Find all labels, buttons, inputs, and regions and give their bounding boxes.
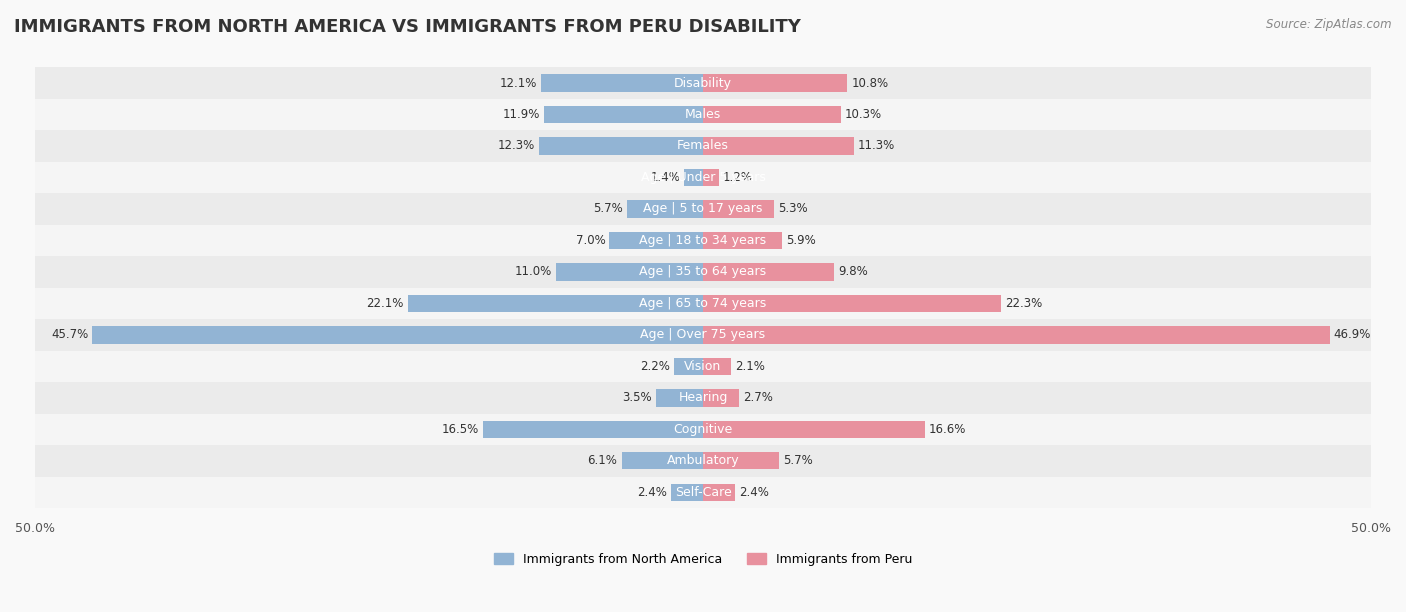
Text: Disability: Disability: [673, 76, 733, 89]
Text: Age | Under 5 years: Age | Under 5 years: [641, 171, 765, 184]
Bar: [35, 319, 1371, 351]
Bar: [703, 137, 853, 155]
Bar: [703, 232, 782, 249]
Bar: [609, 232, 703, 249]
Bar: [703, 420, 925, 438]
Bar: [673, 358, 703, 375]
Text: Self-Care: Self-Care: [675, 486, 731, 499]
Text: Females: Females: [678, 140, 728, 152]
Bar: [555, 263, 703, 280]
Text: 12.3%: 12.3%: [498, 140, 534, 152]
Bar: [703, 295, 1001, 312]
Bar: [703, 389, 740, 406]
Text: 5.7%: 5.7%: [593, 203, 623, 215]
Text: Age | Over 75 years: Age | Over 75 years: [641, 329, 765, 341]
Bar: [408, 295, 703, 312]
Bar: [35, 414, 1371, 445]
Text: 9.8%: 9.8%: [838, 266, 868, 278]
Bar: [35, 445, 1371, 477]
Text: 10.8%: 10.8%: [851, 76, 889, 89]
Bar: [93, 326, 703, 343]
Text: 1.4%: 1.4%: [651, 171, 681, 184]
Text: Hearing: Hearing: [678, 391, 728, 405]
Bar: [35, 288, 1371, 319]
Text: 10.3%: 10.3%: [845, 108, 882, 121]
Text: 2.1%: 2.1%: [735, 360, 765, 373]
Text: 5.9%: 5.9%: [786, 234, 815, 247]
Bar: [35, 382, 1371, 414]
Bar: [35, 67, 1371, 99]
Bar: [35, 225, 1371, 256]
Bar: [703, 452, 779, 469]
Text: 16.5%: 16.5%: [441, 423, 478, 436]
Text: 11.0%: 11.0%: [515, 266, 553, 278]
Bar: [685, 169, 703, 186]
Bar: [35, 351, 1371, 382]
Bar: [703, 169, 718, 186]
Text: 5.3%: 5.3%: [778, 203, 807, 215]
Bar: [671, 483, 703, 501]
Bar: [35, 99, 1371, 130]
Bar: [627, 200, 703, 218]
Text: 2.2%: 2.2%: [640, 360, 669, 373]
Bar: [35, 193, 1371, 225]
Text: 11.3%: 11.3%: [858, 140, 896, 152]
Text: 6.1%: 6.1%: [588, 454, 617, 468]
Text: Ambulatory: Ambulatory: [666, 454, 740, 468]
Text: 5.7%: 5.7%: [783, 454, 813, 468]
Text: 22.3%: 22.3%: [1005, 297, 1042, 310]
Text: 2.4%: 2.4%: [637, 486, 666, 499]
Text: Cognitive: Cognitive: [673, 423, 733, 436]
Bar: [703, 483, 735, 501]
Bar: [621, 452, 703, 469]
Bar: [482, 420, 703, 438]
Bar: [657, 389, 703, 406]
Text: 46.9%: 46.9%: [1334, 329, 1371, 341]
Bar: [703, 200, 773, 218]
Text: 45.7%: 45.7%: [51, 329, 89, 341]
Bar: [703, 326, 1330, 343]
Text: Vision: Vision: [685, 360, 721, 373]
Bar: [35, 256, 1371, 288]
Text: 12.1%: 12.1%: [501, 76, 537, 89]
Text: 16.6%: 16.6%: [929, 423, 966, 436]
Text: Source: ZipAtlas.com: Source: ZipAtlas.com: [1267, 18, 1392, 31]
Bar: [703, 358, 731, 375]
Bar: [541, 75, 703, 92]
Bar: [538, 137, 703, 155]
Text: Age | 18 to 34 years: Age | 18 to 34 years: [640, 234, 766, 247]
Bar: [35, 162, 1371, 193]
Text: Age | 65 to 74 years: Age | 65 to 74 years: [640, 297, 766, 310]
Text: Age | 5 to 17 years: Age | 5 to 17 years: [644, 203, 762, 215]
Bar: [703, 75, 848, 92]
Text: 22.1%: 22.1%: [367, 297, 404, 310]
Text: Males: Males: [685, 108, 721, 121]
Text: 2.4%: 2.4%: [740, 486, 769, 499]
Text: Age | 35 to 64 years: Age | 35 to 64 years: [640, 266, 766, 278]
Text: 11.9%: 11.9%: [502, 108, 540, 121]
Text: 2.7%: 2.7%: [744, 391, 773, 405]
Bar: [703, 263, 834, 280]
Bar: [35, 130, 1371, 162]
Text: 1.2%: 1.2%: [723, 171, 754, 184]
Bar: [544, 106, 703, 123]
Legend: Immigrants from North America, Immigrants from Peru: Immigrants from North America, Immigrant…: [489, 548, 917, 571]
Bar: [35, 477, 1371, 508]
Text: 3.5%: 3.5%: [623, 391, 652, 405]
Text: 7.0%: 7.0%: [575, 234, 606, 247]
Text: IMMIGRANTS FROM NORTH AMERICA VS IMMIGRANTS FROM PERU DISABILITY: IMMIGRANTS FROM NORTH AMERICA VS IMMIGRA…: [14, 18, 801, 36]
Bar: [703, 106, 841, 123]
